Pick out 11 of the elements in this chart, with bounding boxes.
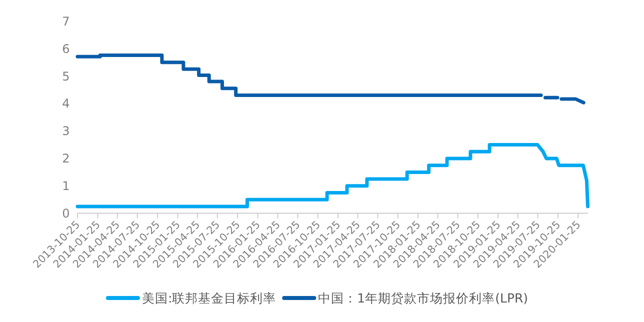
- y-tick-label: 0: [62, 206, 70, 220]
- y-tick-label: 3: [62, 124, 70, 138]
- legend-label: 美国:联邦基金目标利率: [142, 290, 276, 306]
- y-tick-label: 2: [62, 152, 70, 166]
- y-tick-label: 6: [62, 42, 70, 56]
- y-tick-label: 4: [62, 96, 70, 111]
- y-tick-label: 5: [62, 69, 70, 84]
- legend-label: 中国：1年期贷款市场报价利率(LPR): [318, 290, 528, 306]
- y-tick-label: 7: [62, 14, 70, 28]
- line-series: [76, 143, 590, 208]
- y-tick-label: 1: [62, 178, 70, 193]
